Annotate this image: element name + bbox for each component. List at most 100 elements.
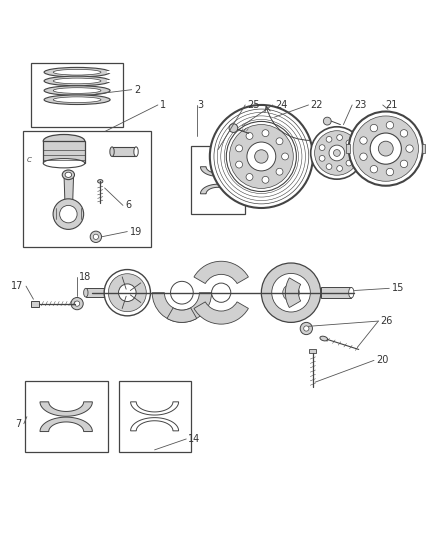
Text: 26: 26 — [381, 316, 393, 326]
Bar — [25, 381, 108, 452]
Circle shape — [229, 124, 238, 133]
Polygon shape — [131, 402, 179, 415]
Circle shape — [304, 326, 309, 331]
Polygon shape — [131, 418, 179, 431]
Wedge shape — [286, 278, 300, 308]
Text: 1: 1 — [160, 100, 166, 110]
Ellipse shape — [44, 95, 110, 104]
Text: 21: 21 — [385, 100, 397, 110]
Circle shape — [323, 117, 331, 125]
Circle shape — [53, 199, 84, 229]
Text: 3: 3 — [197, 100, 203, 110]
Ellipse shape — [44, 86, 110, 95]
Bar — [119, 381, 191, 452]
Wedge shape — [167, 308, 197, 322]
Text: 25: 25 — [247, 100, 260, 110]
Text: 15: 15 — [392, 284, 404, 293]
Circle shape — [326, 164, 332, 169]
Circle shape — [246, 133, 253, 140]
Bar — [43, 141, 85, 163]
Ellipse shape — [134, 147, 138, 157]
Circle shape — [236, 145, 243, 152]
Bar — [321, 287, 351, 298]
Polygon shape — [201, 167, 235, 176]
Polygon shape — [40, 402, 92, 416]
Circle shape — [276, 138, 283, 144]
Ellipse shape — [44, 76, 110, 86]
Circle shape — [261, 263, 321, 322]
Ellipse shape — [53, 88, 101, 93]
Circle shape — [262, 176, 269, 183]
Ellipse shape — [53, 78, 101, 84]
Text: 20: 20 — [376, 356, 389, 365]
Circle shape — [246, 174, 253, 181]
Circle shape — [300, 322, 312, 335]
Circle shape — [326, 136, 332, 142]
Circle shape — [74, 301, 80, 306]
Polygon shape — [64, 175, 74, 201]
Bar — [191, 147, 245, 214]
Bar — [31, 301, 39, 306]
Ellipse shape — [65, 172, 72, 177]
Circle shape — [283, 285, 299, 301]
Circle shape — [386, 122, 394, 129]
Text: 18: 18 — [79, 272, 92, 282]
Circle shape — [400, 130, 408, 137]
Circle shape — [311, 127, 363, 179]
Text: 22: 22 — [311, 100, 323, 110]
Ellipse shape — [53, 97, 101, 102]
Circle shape — [360, 153, 367, 160]
Circle shape — [247, 142, 276, 171]
Circle shape — [226, 122, 297, 191]
Circle shape — [406, 145, 413, 152]
Circle shape — [119, 284, 136, 302]
Circle shape — [236, 161, 243, 168]
Circle shape — [282, 153, 289, 160]
Text: 14: 14 — [188, 434, 201, 444]
Text: 6: 6 — [125, 200, 131, 211]
Circle shape — [272, 273, 311, 312]
Circle shape — [108, 274, 146, 312]
Circle shape — [210, 105, 313, 208]
Bar — [31, 63, 123, 127]
Ellipse shape — [320, 336, 328, 341]
Circle shape — [262, 130, 269, 136]
Polygon shape — [201, 184, 235, 194]
Circle shape — [329, 145, 345, 161]
Circle shape — [212, 283, 231, 302]
Circle shape — [104, 270, 150, 316]
Bar — [346, 144, 350, 153]
Circle shape — [314, 131, 359, 175]
Text: 2: 2 — [134, 85, 140, 95]
Circle shape — [319, 156, 325, 161]
Circle shape — [60, 205, 77, 223]
Circle shape — [170, 281, 193, 304]
Bar — [422, 144, 425, 153]
Ellipse shape — [349, 287, 354, 298]
Circle shape — [378, 141, 393, 156]
Circle shape — [254, 150, 268, 163]
Ellipse shape — [43, 134, 85, 148]
Circle shape — [93, 234, 99, 239]
Text: 17: 17 — [11, 281, 23, 291]
Bar — [309, 349, 316, 353]
Circle shape — [333, 150, 340, 156]
Text: 24: 24 — [275, 100, 287, 110]
Polygon shape — [40, 417, 92, 432]
Text: 19: 19 — [130, 227, 142, 237]
Circle shape — [337, 135, 343, 140]
Circle shape — [386, 168, 394, 176]
Text: 23: 23 — [354, 100, 367, 110]
Ellipse shape — [62, 170, 74, 180]
Text: 7: 7 — [15, 419, 21, 429]
Circle shape — [370, 165, 378, 173]
Circle shape — [346, 140, 352, 146]
Bar — [86, 288, 112, 297]
Ellipse shape — [98, 180, 103, 183]
Bar — [112, 147, 136, 157]
Circle shape — [350, 150, 356, 156]
Circle shape — [400, 160, 408, 167]
Bar — [22, 131, 151, 247]
Circle shape — [276, 168, 283, 175]
Ellipse shape — [84, 288, 88, 297]
